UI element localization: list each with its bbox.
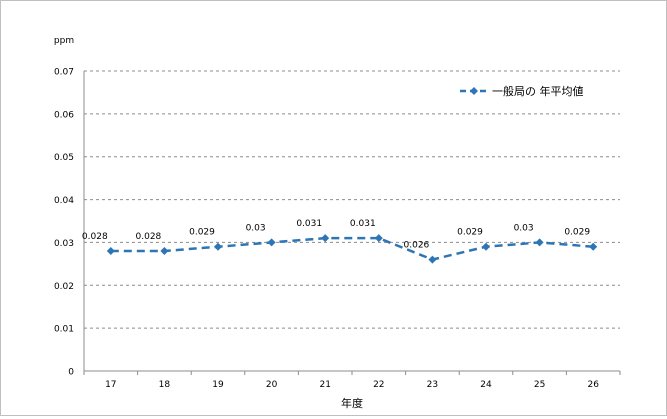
data-label: 0.03 [514,223,534,233]
y-tick-label: 0.01 [54,325,74,335]
x-tick-label: 22 [373,380,384,390]
x-tick-label: 25 [534,380,545,390]
x-tick-label: 18 [159,380,171,390]
data-label: 0.028 [136,232,162,242]
y-tick-label: 0.03 [54,239,74,249]
y-tick-labels: 0 0.01 0.02 0.03 0.04 0.05 0.06 0.07 [54,68,74,378]
data-point [482,242,490,251]
x-tick-label: 17 [105,380,116,390]
data-label: 0.03 [246,223,266,233]
data-point [160,247,169,255]
y-tick-label: 0.06 [54,110,74,120]
x-axis-title: 年度 [341,396,363,410]
data-label: 0.031 [350,219,376,229]
x-tick-label: 20 [266,380,278,390]
y-tick-label: 0.07 [54,68,74,78]
data-point [589,242,598,251]
y-tick-label: 0.05 [54,153,74,163]
data-label: 0.028 [82,232,108,242]
data-label: 0.029 [189,228,215,238]
data-point [106,247,115,255]
series-layer: 0.028 0.028 0.029 0.03 0.031 0.031 0.026 0.029 0… [82,219,598,264]
y-axis-unit-label: ppm [54,36,74,46]
data-point [428,255,437,264]
gridlines [84,70,620,329]
x-tick-label: 26 [587,380,599,390]
data-point [214,242,222,251]
legend: 一般局の 年平均値 [460,84,584,98]
data-point [267,238,276,247]
data-label: 0.026 [404,241,430,251]
x-tick-labels: 17 18 19 20 21 22 23 24 25 26 [83,371,621,390]
x-tick-label: 24 [480,380,492,390]
data-point [374,234,383,243]
x-tick-label: 21 [319,380,330,390]
data-point [535,238,544,247]
data-point [321,234,330,243]
series-line [110,236,594,261]
legend-label: 一般局の 年平均値 [492,84,584,98]
y-tick-label: 0 [68,368,74,378]
legend-marker-swatch [470,87,478,95]
y-tick-label: 0.04 [54,196,74,206]
y-tick-label: 0.02 [54,282,74,292]
x-tick-label: 23 [427,380,438,390]
x-tick-label: 19 [212,380,224,390]
data-label: 0.029 [457,228,483,238]
data-label: 0.029 [564,228,590,238]
data-label: 0.031 [296,219,322,229]
